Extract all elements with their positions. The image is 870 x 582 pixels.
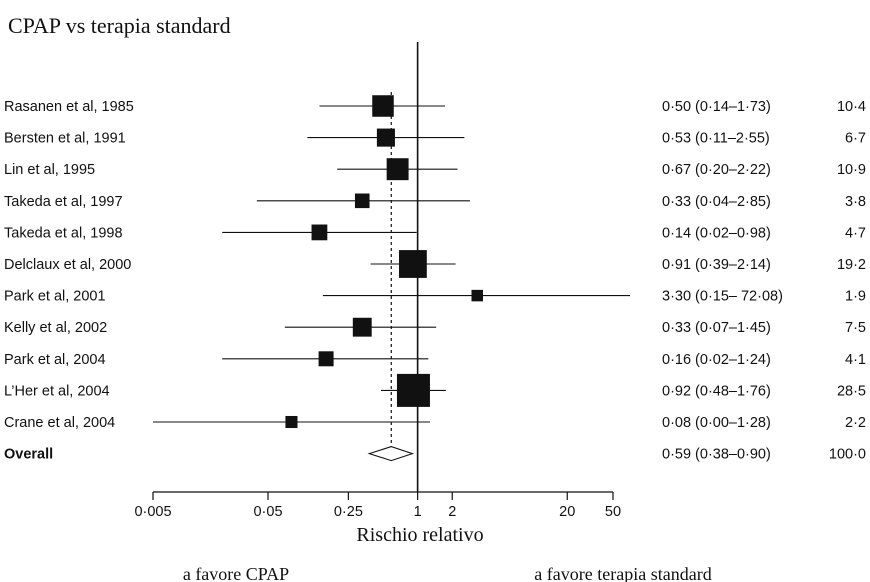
point-estimate (386, 158, 409, 181)
weight-label: 4·7 (845, 225, 866, 241)
point-estimate (372, 95, 394, 117)
weight-label: 3·8 (845, 194, 866, 210)
effect-ci-label: 0·50 (0·14–1·73) (662, 99, 771, 115)
study-name: Delclaux et al, 2000 (4, 257, 131, 273)
point-estimate (396, 373, 430, 407)
effect-ci-label: 0·91 (0·39–2·14) (662, 257, 771, 273)
overall-weight-label: 100·0 (829, 447, 866, 463)
x-tick-label: 50 (605, 504, 621, 520)
weight-label: 19·2 (837, 257, 866, 273)
weight-label: 28·5 (837, 383, 866, 399)
overall-ci-label: 0·59 (0·38–0·90) (662, 447, 771, 463)
point-estimate (285, 415, 298, 429)
weight-label: 1·9 (845, 289, 866, 305)
study-name: Crane et al, 2004 (4, 415, 115, 431)
effect-ci-label: 0·33 (0·04–2·85) (662, 194, 771, 210)
x-tick-label: 2 (448, 504, 456, 520)
x-axis: 0·005 0·05 0·25 1 2 20 50 (134, 491, 621, 520)
study-name: Rasanen et al, 1985 (4, 99, 134, 115)
favors-cpap-label: a favore CPAP (183, 564, 289, 582)
point-estimate (471, 289, 483, 302)
x-tick-label: 0·005 (134, 504, 171, 520)
study-name: L’Her et al, 2004 (4, 383, 110, 399)
point-estimate (354, 193, 370, 209)
study-name: Park et al, 2004 (4, 352, 106, 368)
point-estimate (311, 224, 328, 241)
point-estimate (352, 317, 372, 337)
x-tick-label: 20 (559, 504, 575, 520)
effect-ci-label: 0·92 (0·48–1·76) (662, 383, 771, 399)
study-name: Bersten et al, 1991 (4, 131, 126, 147)
x-tick-label: 0·05 (253, 504, 282, 520)
weight-label: 10·9 (837, 162, 866, 178)
favors-standard-label: a favore terapia standard (534, 564, 711, 582)
study-name: Lin et al, 1995 (4, 162, 95, 178)
overall-diamond (367, 446, 415, 462)
study-rows: Rasanen et al, 1985 0·50 (0·14–1·73) 10·4 B… (4, 95, 866, 463)
chart-title: CPAP vs terapia standard (8, 13, 231, 38)
weight-label: 7·5 (845, 320, 866, 336)
effect-ci-label: 0·33 (0·07–1·45) (662, 320, 771, 336)
weight-label: 6·7 (845, 131, 866, 147)
x-tick-label: 0·25 (334, 504, 363, 520)
effect-ci-label: 0·14 (0·02–0·98) (662, 225, 771, 241)
overall-label: Overall (4, 447, 53, 463)
x-axis-label: Rischio relativo (356, 524, 483, 546)
weight-label: 2·2 (845, 415, 866, 431)
point-estimate (399, 250, 427, 278)
effect-ci-label: 0·08 (0·00–1·28) (662, 415, 771, 431)
study-name: Takeda et al, 1997 (4, 194, 123, 210)
point-estimate (376, 128, 395, 147)
effect-ci-label: 0·53 (0·11–2·55) (662, 131, 770, 147)
weight-label: 4·1 (845, 352, 866, 368)
effect-ci-label: 0·67 (0·20–2·22) (662, 162, 771, 178)
effect-ci-label: 3·30 (0·15– 72·08) (662, 289, 783, 305)
effect-ci-label: 0·16 (0·02–1·24) (662, 352, 771, 368)
study-name: Park et al, 2001 (4, 289, 106, 305)
study-name: Kelly et al, 2002 (4, 320, 107, 336)
weight-label: 10·4 (837, 99, 866, 115)
x-tick-label: 1 (414, 504, 422, 520)
study-name: Takeda et al, 1998 (4, 225, 123, 241)
point-estimate (318, 351, 334, 367)
